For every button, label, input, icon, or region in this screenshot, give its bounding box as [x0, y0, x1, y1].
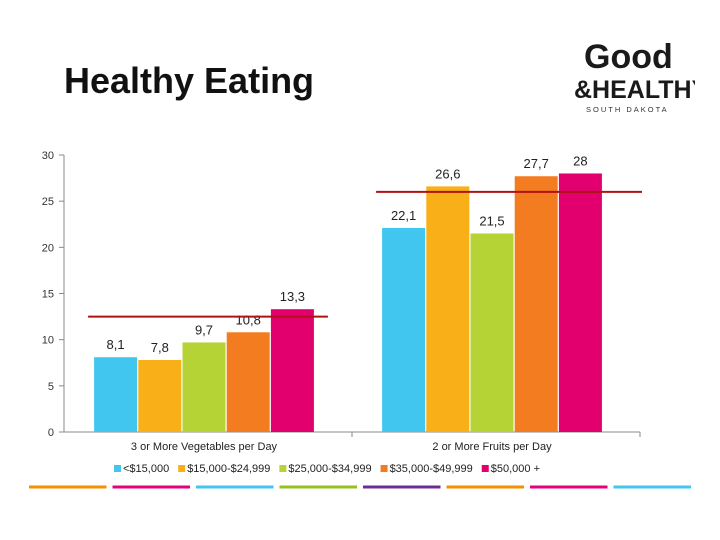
y-tick-label: 15 [42, 289, 54, 301]
bar-data-label: 26,6 [435, 166, 460, 181]
legend-label: $25,000-$34,999 [288, 463, 371, 475]
bar [94, 357, 138, 432]
bar-data-label: 21,5 [479, 213, 504, 228]
bar-data-label: 8,1 [107, 337, 125, 352]
bar [226, 332, 270, 432]
bar [270, 309, 314, 432]
legend-swatch [114, 465, 121, 472]
bar-data-label: 10,8 [236, 312, 261, 327]
bar [426, 186, 470, 432]
good-and-healthy-logo: Good &HEALTHY SOUTH DAKOTA [574, 38, 695, 114]
x-category-label: 3 or More Vegetables per Day [131, 441, 278, 453]
bar-data-label: 7,8 [151, 340, 169, 355]
bar [470, 233, 514, 432]
bar [558, 173, 602, 432]
legend-label: $50,000 + [491, 463, 540, 475]
y-tick-label: 10 [42, 335, 54, 347]
x-category-label: 2 or More Fruits per Day [432, 441, 552, 453]
legend-label: <$15,000 [123, 463, 169, 475]
footer-color-lines [29, 485, 691, 489]
legend-swatch [279, 465, 287, 472]
logo-middle-word: &HEALTHY [574, 76, 695, 104]
legend-swatch [380, 465, 388, 472]
legend-swatch [481, 465, 489, 472]
legend-swatch [178, 465, 186, 472]
legend-label: $35,000-$49,999 [390, 463, 473, 475]
bar-data-label: 9,7 [195, 322, 213, 337]
bar-data-label: 28 [573, 153, 587, 168]
bar [138, 359, 182, 432]
y-tick-label: 5 [48, 381, 54, 393]
y-tick-label: 20 [42, 242, 54, 254]
bar [182, 342, 226, 432]
bar-data-label: 27,7 [524, 156, 549, 171]
y-tick-label: 25 [42, 196, 54, 208]
legend-label: $15,000-$24,999 [187, 463, 270, 475]
bar-data-label: 13,3 [280, 289, 305, 304]
logo-sub-word: SOUTH DAKOTA [586, 105, 669, 114]
logo-top-word: Good [584, 38, 673, 76]
y-tick-label: 30 [42, 150, 54, 162]
bar-data-label: 22,1 [391, 208, 416, 223]
bar [382, 227, 426, 432]
slide-title: Healthy Eating [64, 60, 315, 101]
bar [514, 176, 558, 432]
y-tick-label: 0 [48, 427, 54, 439]
